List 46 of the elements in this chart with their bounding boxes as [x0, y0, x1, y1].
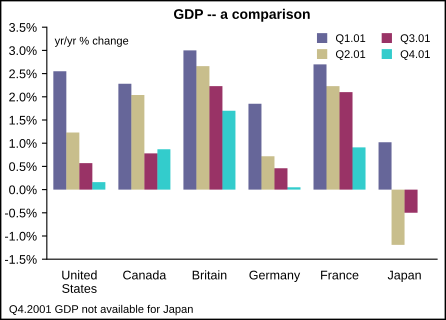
bar [53, 71, 66, 190]
bar [66, 132, 80, 190]
y-tick-label: -1.5% [5, 255, 37, 264]
bar [274, 168, 288, 190]
chart-title: GDP -- a comparison [174, 8, 310, 22]
x-tick-label: Canada [123, 270, 166, 280]
bar [222, 110, 236, 190]
y-tick-label: 2.5% [9, 69, 37, 78]
y-tick-label: 0.0% [9, 185, 37, 194]
legend-label: Q4.01 [400, 50, 430, 60]
y-tick-label: 3.5% [9, 23, 37, 32]
bar [183, 50, 196, 190]
legend-label: Q3.01 [400, 34, 430, 44]
bar [340, 92, 353, 190]
y-tick-label: 3.0% [9, 46, 37, 56]
bar [261, 156, 274, 190]
bar [248, 104, 262, 190]
annotation: yr/yr % change [54, 36, 128, 47]
bar [79, 163, 92, 190]
x-tick-label: United States [62, 270, 97, 293]
bar [92, 182, 106, 190]
y-tick-label: -0.5% [5, 208, 37, 218]
bar [157, 149, 170, 190]
y-tick-label: 0.5% [9, 162, 37, 172]
bar [314, 64, 327, 190]
y-tick-label: 2.0% [9, 92, 37, 102]
x-tick-label: Germany [249, 270, 300, 282]
bar [118, 84, 132, 190]
bar [392, 190, 405, 245]
legend-label: Q2.01 [336, 50, 366, 60]
y-tick-label: -1.0% [5, 232, 37, 241]
bar [378, 142, 392, 190]
bar [326, 86, 340, 190]
y-tick-label: 1.5% [10, 116, 37, 125]
bar [196, 66, 210, 190]
bar [144, 153, 158, 190]
x-tick-label: Britain [192, 270, 226, 280]
bar [404, 190, 418, 213]
x-tick-label: France [321, 270, 358, 280]
legend-label: Q1.01 [336, 34, 366, 44]
y-tick-label: 1.0% [10, 139, 37, 148]
bar [131, 94, 144, 190]
text: Q4.2001 GDP not available for Japan [9, 304, 193, 316]
bar [209, 86, 222, 190]
x-tick-label: Japan [388, 270, 421, 282]
bar [352, 147, 366, 190]
